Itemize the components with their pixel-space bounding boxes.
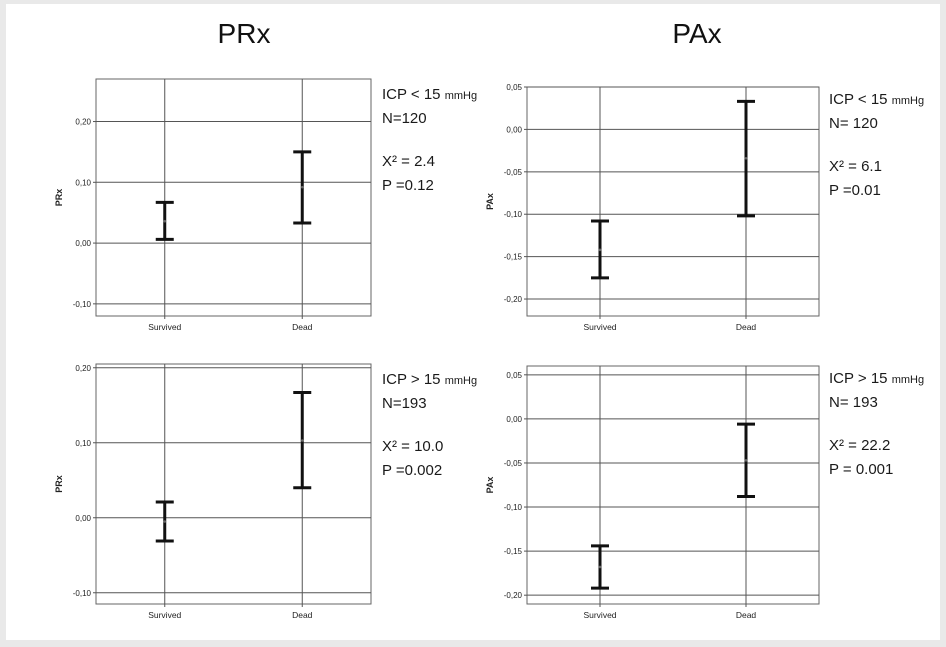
annotation-n: N=193 (382, 395, 427, 412)
chart-panel-2: -0,20 -0,15 -0,10 -0,05 0,00 0,05 Survived Dead… (485, 83, 924, 332)
y-tick-label: -0,05 (504, 459, 523, 468)
mean-marker (598, 565, 602, 569)
annotation-icp: ICP > 15 mmHg (382, 371, 477, 388)
y-tick-label: -0,20 (504, 591, 523, 600)
y-tick-label: -0,10 (504, 503, 523, 512)
annotation-n: N= 120 (829, 115, 878, 132)
x-tick-label: Dead (736, 322, 757, 332)
y-tick-label: -0,10 (504, 210, 523, 219)
error-bar-dead (737, 422, 755, 498)
annotation-icp: ICP < 15 mmHg (829, 91, 924, 108)
annotation-icp: ICP < 15 mmHg (382, 86, 477, 103)
y-axis-label: PAx (485, 193, 495, 210)
y-tick-label: 0,10 (75, 439, 91, 448)
error-bar-survived (155, 200, 174, 241)
plot-frame (526, 365, 820, 605)
error-bar-dead (293, 150, 312, 225)
chart-panel-4: -0,20 -0,15 -0,10 -0,05 0,00 0,05 Survived Dead… (485, 365, 924, 620)
mean-marker (163, 520, 167, 523)
y-axis-label: PRx (54, 475, 64, 493)
y-tick-label: 0,00 (75, 514, 91, 523)
x-tick-label: Dead (292, 322, 313, 332)
error-bar-dead (737, 99, 755, 218)
annotation-unit: mmHg (892, 95, 924, 107)
annotation-n: N= 193 (829, 394, 878, 411)
y-tick-label: 0,20 (75, 364, 91, 373)
chart-panel-3: -0,10 0,00 0,10 0,20 Survived Dead PRx ICP > 15… (54, 363, 477, 620)
y-tick-label: 0,05 (506, 83, 522, 92)
error-bar-dead (293, 391, 312, 490)
y-tick-label: 0,10 (75, 178, 91, 187)
annotation-chi-square: X² = 22.2 (829, 437, 890, 454)
y-tick-label: -0,15 (504, 253, 523, 262)
x-tick-label: Survived (148, 610, 181, 620)
x-tick-label: Dead (292, 610, 313, 620)
y-axis-label: PAx (485, 477, 495, 494)
y-tick-label: 0,00 (506, 415, 522, 424)
y-tick-label: 0,20 (75, 118, 91, 127)
x-tick-label: Dead (736, 610, 757, 620)
x-tick-label: Survived (583, 610, 616, 620)
y-tick-label: -0,10 (73, 300, 92, 309)
mean-marker (300, 185, 304, 189)
annotation-chi-square: X² = 10.0 (382, 438, 443, 455)
mean-marker (744, 156, 748, 160)
annotation-chi-square: X² = 6.1 (829, 158, 882, 175)
y-tick-label: 0,05 (506, 371, 522, 380)
plot-frame (526, 86, 820, 317)
error-bar-survived (155, 500, 174, 543)
annotation-icp: ICP > 15 mmHg (829, 370, 924, 387)
chart-panel-1: -0,10 0,00 0,10 0,20 Survived Dead PRx ICP < 15… (54, 78, 477, 332)
y-tick-label: 0,00 (75, 239, 91, 248)
y-tick-label: 0,00 (506, 125, 522, 134)
error-bar-survived (591, 544, 609, 590)
mean-marker (300, 439, 304, 442)
charts-svg: -0,10 0,00 0,10 0,20 Survived Dead PRx ICP < 15… (54, 78, 924, 620)
annotation-chi-square: X² = 2.4 (382, 153, 435, 170)
y-tick-label: -0,05 (504, 168, 523, 177)
plot-frame (95, 363, 372, 605)
heading-pax: PAx (672, 18, 722, 49)
annotation-unit: mmHg (892, 374, 924, 386)
error-bar-survived (591, 219, 609, 280)
annotation-p-value: P =0.01 (829, 182, 881, 199)
annotation-p-value: P =0.12 (382, 177, 434, 194)
plot-frame (95, 78, 372, 317)
y-tick-label: -0,10 (73, 589, 92, 598)
annotation-n: N=120 (382, 110, 427, 127)
heading-prx: PRx (217, 18, 271, 49)
y-tick-label: -0,15 (504, 547, 523, 556)
x-tick-label: Survived (583, 322, 616, 332)
mean-marker (744, 459, 748, 462)
annotation-p-value: P =0.002 (382, 462, 442, 479)
annotation-unit: mmHg (445, 375, 477, 387)
y-tick-label: -0,20 (504, 295, 523, 304)
figure-canvas: PRx PAx -0,10 0,00 0,10 0,20 Survived Dead PRx… (6, 4, 940, 640)
y-axis-label: PRx (54, 189, 64, 207)
mean-marker (163, 219, 167, 223)
annotation-p-value: P = 0.001 (829, 461, 893, 478)
mean-marker (598, 248, 602, 252)
x-tick-label: Survived (148, 322, 181, 332)
annotation-unit: mmHg (445, 90, 477, 102)
